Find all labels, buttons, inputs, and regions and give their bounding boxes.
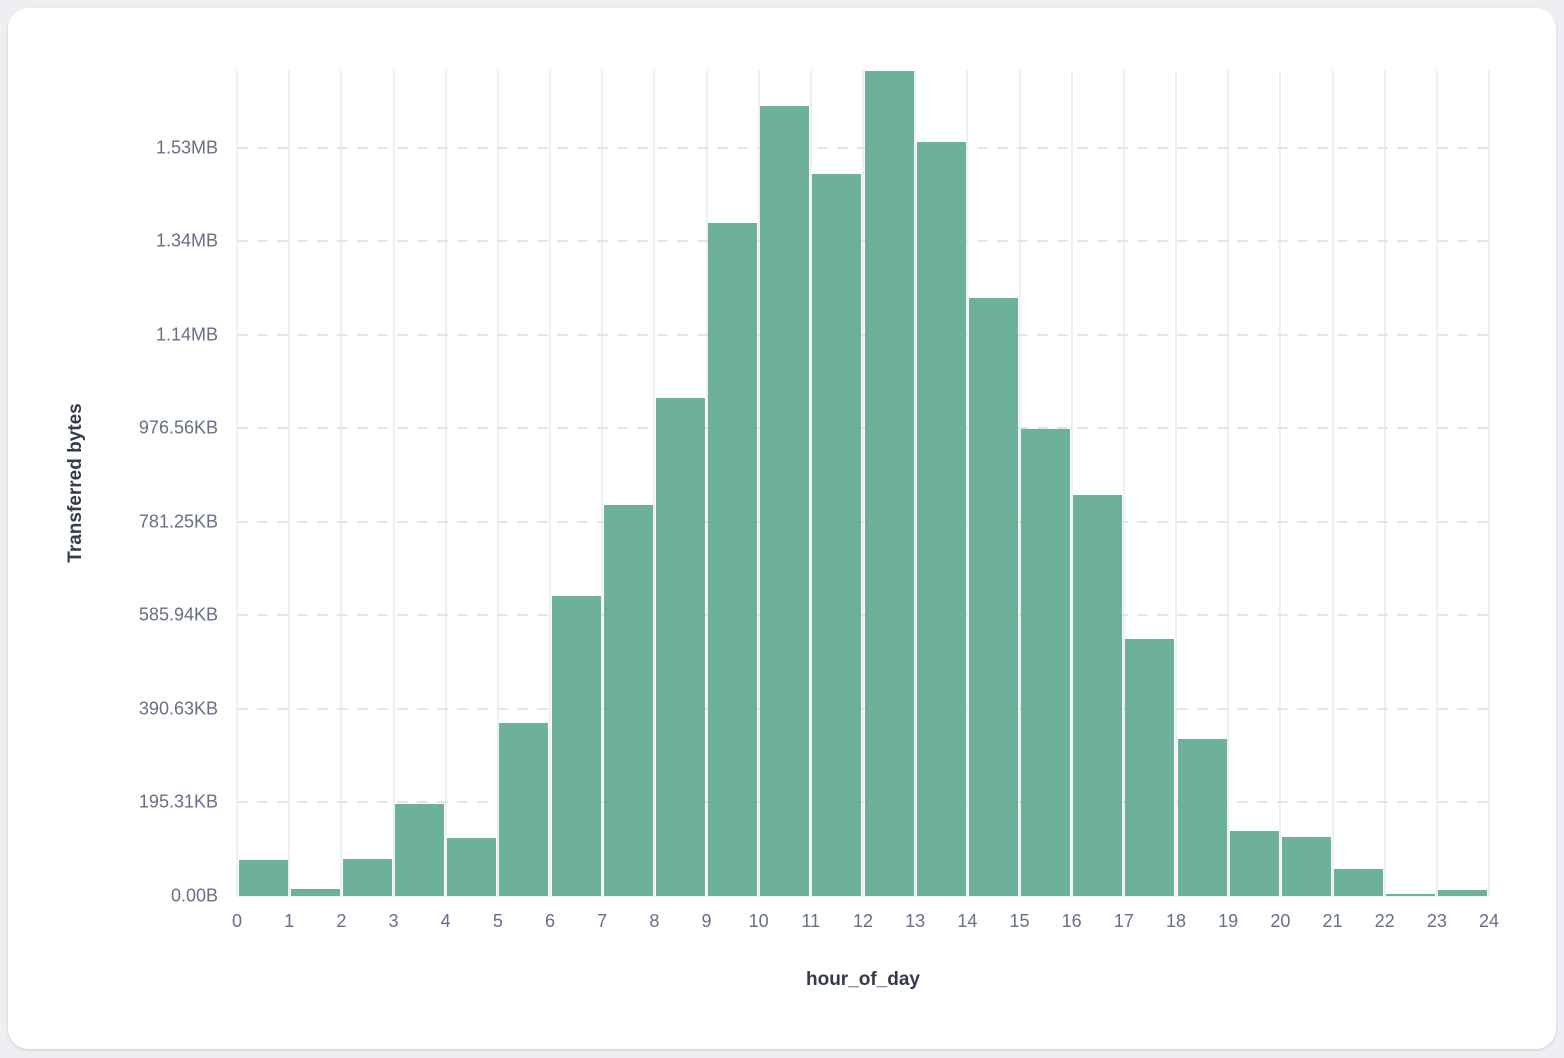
vertical-gridline [966,70,969,896]
x-tick-label: 1 [284,911,295,931]
y-tick-label: 976.56KB [138,417,218,438]
bar-hour-6[interactable] [551,596,601,896]
x-tick-label: 4 [440,911,451,931]
vertical-gridline [496,70,499,896]
vertical-gridline [601,70,604,896]
x-tick-label: 16 [1061,911,1082,931]
x-tick-label: 5 [492,911,503,931]
vertical-gridline [914,70,917,896]
x-tick-label: 22 [1374,911,1395,931]
horizontal-gridline [237,240,1489,243]
bar-hour-23[interactable] [1438,889,1488,896]
x-tick-label: 17 [1113,911,1134,931]
vertical-gridline [340,70,343,896]
x-tick-label: 23 [1426,911,1447,931]
bar-hour-1[interactable] [290,888,340,896]
bar-hour-17[interactable] [1125,639,1175,896]
bar-hour-13[interactable] [916,142,966,896]
bar-hour-2[interactable] [342,859,392,896]
vertical-gridline [1018,70,1021,896]
bar-hour-11[interactable] [812,174,862,896]
x-tick-label: 20 [1270,911,1291,931]
x-tick-label: 8 [649,911,660,931]
bar-hour-4[interactable] [447,837,497,896]
bar-hour-19[interactable] [1229,830,1279,896]
y-tick-label: 1.14MB [155,324,218,345]
bar-hour-21[interactable] [1334,869,1384,896]
bar-hour-18[interactable] [1177,739,1227,896]
histogram-plot [236,70,1490,897]
vertical-gridline [1279,70,1282,896]
vertical-gridline [236,70,238,896]
bar-hour-3[interactable] [395,803,445,896]
x-tick-label: 3 [388,911,399,931]
y-tick-label: 1.53MB [155,137,218,158]
vertical-gridline [392,70,395,896]
x-tick-label: 6 [544,911,556,931]
x-tick-label: 9 [701,911,712,931]
vertical-gridline [705,70,708,896]
bar-hour-20[interactable] [1281,837,1331,896]
vertical-gridline [288,70,291,896]
x-tick-label: 15 [1009,911,1030,931]
horizontal-gridline [237,801,1489,804]
horizontal-gridline [237,333,1489,336]
chart-card: Transferred bytes 0.00B 195.31KB 390.63KB 5… [8,8,1556,1049]
x-tick-label: 11 [801,911,821,931]
y-tick-label: 781.25KB [138,511,218,532]
bar-hour-16[interactable] [1073,495,1123,896]
y-tick-label: 390.63KB [138,698,218,719]
vertical-gridline [1435,70,1438,896]
vertical-gridline [653,70,656,896]
x-axis-baseline [237,896,1489,897]
x-tick-label: 18 [1165,911,1187,931]
x-tick-label: 19 [1218,911,1239,931]
bar-hour-15[interactable] [1021,429,1071,896]
x-tick-label: 14 [957,911,978,931]
vertical-gridline [1122,70,1125,896]
vertical-gridline [444,70,447,896]
x-tick-label: 13 [905,911,926,931]
x-axis-title: hour_of_day [805,969,921,990]
horizontal-gridline [237,614,1489,617]
bar-hour-10[interactable] [760,106,810,896]
y-tick-label: 585.94KB [138,604,218,625]
bar-hour-5[interactable] [499,723,549,896]
bar-hour-8[interactable] [655,398,705,896]
vertical-gridline [1070,70,1073,896]
x-tick-label: 0 [231,911,243,931]
vertical-gridline [1227,70,1230,896]
vertical-gridline [862,70,864,896]
x-tick-label: 2 [336,911,347,931]
y-tick-label: 0.00B [170,885,218,906]
horizontal-gridline [237,520,1489,523]
bar-hour-0[interactable] [238,860,288,896]
x-axis-tick-labels: 0 1 2 3 4 5 6 7 8 9 10 11 12 13 14 15 16 17 18 19 20 21 22 23 24 [232,911,1499,937]
bar-hour-14[interactable] [968,298,1018,896]
vertical-gridline [757,70,760,896]
horizontal-gridline [237,146,1489,149]
bar-hour-9[interactable] [708,223,758,896]
vertical-gridline [1175,70,1177,896]
x-tick-label: 12 [852,911,874,931]
x-tick-label: 10 [748,911,769,931]
vertical-gridline [1488,70,1490,896]
horizontal-gridline [237,427,1489,430]
vertical-gridline [809,70,812,896]
x-tick-label: 7 [597,911,608,931]
y-tick-label: 1.34MB [155,230,218,251]
vertical-gridline [1331,70,1334,896]
y-axis-tick-labels: 0.00B 195.31KB 390.63KB 585.94KB 781.25KB 976… [8,70,218,905]
y-tick-label: 195.31KB [138,791,218,812]
vertical-gridline [549,70,551,896]
bar-hour-22[interactable] [1386,894,1436,896]
x-tick-label: 24 [1478,911,1500,931]
vertical-gridline [1383,70,1386,896]
bar-hour-7[interactable] [603,505,653,896]
x-tick-label: 21 [1322,911,1343,931]
horizontal-gridline [237,707,1489,710]
bar-hour-12[interactable] [864,70,914,896]
